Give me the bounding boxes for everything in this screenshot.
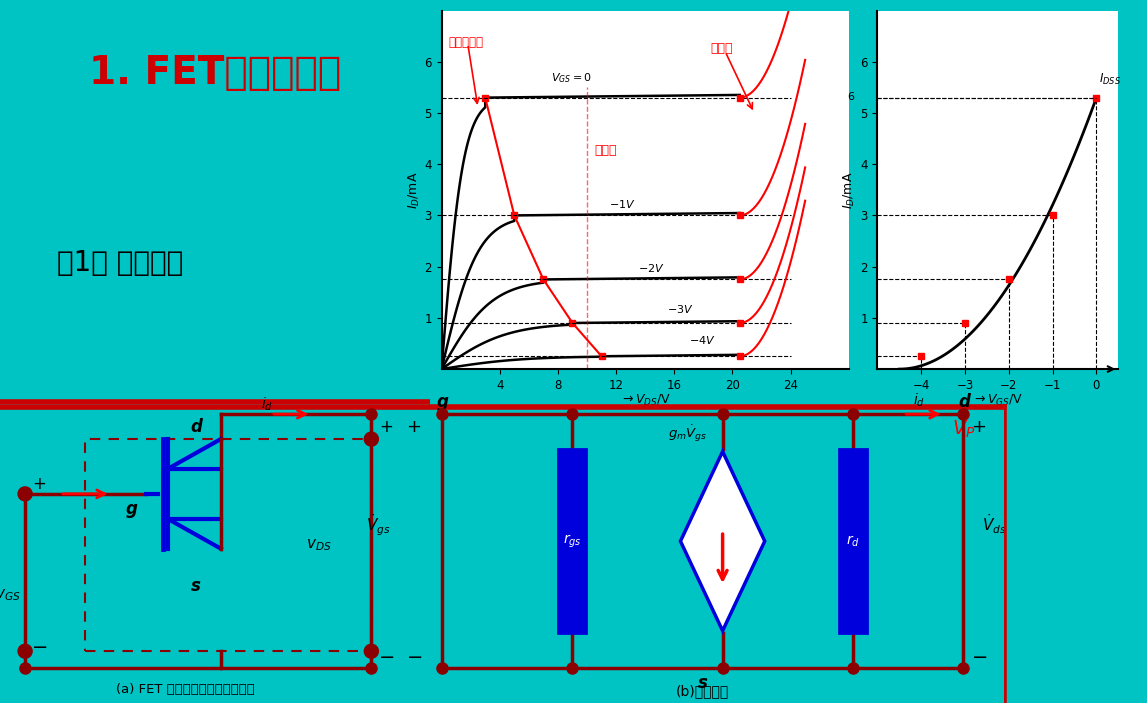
- Text: $V_P$: $V_P$: [952, 419, 975, 440]
- Text: $I_{DSS}$: $I_{DSS}$: [1099, 72, 1121, 87]
- Text: $V_{GS}=0$: $V_{GS}=0$: [551, 71, 592, 85]
- Text: $g_m\dot{V}_{gs}$: $g_m\dot{V}_{gs}$: [668, 423, 708, 444]
- Text: $i_d$: $i_d$: [913, 392, 926, 408]
- Text: 1. FET小信号模型: 1. FET小信号模型: [89, 53, 341, 92]
- Bar: [559, 449, 586, 633]
- Text: s: s: [697, 674, 708, 692]
- Text: $v_{GS}$: $v_{GS}$: [0, 588, 21, 603]
- Text: 击穿区: 击穿区: [711, 41, 733, 55]
- Text: $-3V$: $-3V$: [668, 303, 694, 315]
- Text: $i_d$: $i_d$: [262, 395, 273, 413]
- Text: −: −: [972, 648, 988, 667]
- Text: d: d: [190, 418, 203, 436]
- Text: 可变电阵区: 可变电阵区: [448, 36, 484, 49]
- Text: −: −: [32, 638, 48, 657]
- Text: $\dot{V}_{ds}$: $\dot{V}_{ds}$: [982, 512, 1006, 536]
- Text: g: g: [125, 500, 138, 518]
- Text: $-2V$: $-2V$: [638, 262, 664, 274]
- Text: (b)低频模型: (b)低频模型: [676, 684, 729, 698]
- Text: (a) FET 在共源接法时的双口网络: (a) FET 在共源接法时的双口网络: [116, 683, 255, 696]
- Text: （1） 低频模型: （1） 低频模型: [57, 249, 184, 277]
- Text: +: +: [380, 418, 393, 436]
- Text: +: +: [972, 418, 986, 436]
- Y-axis label: $I_D$/mA: $I_D$/mA: [406, 171, 422, 209]
- Text: $r_d$: $r_d$: [846, 534, 860, 549]
- Text: +: +: [406, 418, 421, 436]
- Circle shape: [18, 644, 32, 658]
- Text: s: s: [190, 577, 201, 595]
- Circle shape: [18, 487, 32, 501]
- Text: −: −: [380, 648, 396, 667]
- Text: $-1V$: $-1V$: [609, 198, 635, 210]
- X-axis label: $\rightarrow V_{GS}$/V: $\rightarrow V_{GS}$/V: [973, 393, 1023, 408]
- Circle shape: [365, 644, 379, 658]
- Polygon shape: [680, 451, 765, 631]
- Text: $v_{DS}$: $v_{DS}$: [306, 538, 331, 553]
- Text: +: +: [32, 475, 46, 493]
- Text: $-4V$: $-4V$: [689, 334, 716, 346]
- Y-axis label: $I_D$/mA: $I_D$/mA: [842, 171, 858, 209]
- Text: 6: 6: [846, 92, 853, 102]
- Circle shape: [365, 432, 379, 446]
- Text: −: −: [406, 648, 423, 667]
- X-axis label: $\rightarrow V_{DS}$/V: $\rightarrow V_{DS}$/V: [619, 393, 671, 408]
- Text: $r_{gs}$: $r_{gs}$: [563, 532, 582, 550]
- Text: 恒流区: 恒流区: [594, 144, 617, 157]
- Text: g: g: [437, 393, 448, 411]
- Text: $\dot{V}_{gs}$: $\dot{V}_{gs}$: [366, 512, 391, 538]
- Bar: [840, 449, 867, 633]
- Text: d: d: [959, 393, 970, 411]
